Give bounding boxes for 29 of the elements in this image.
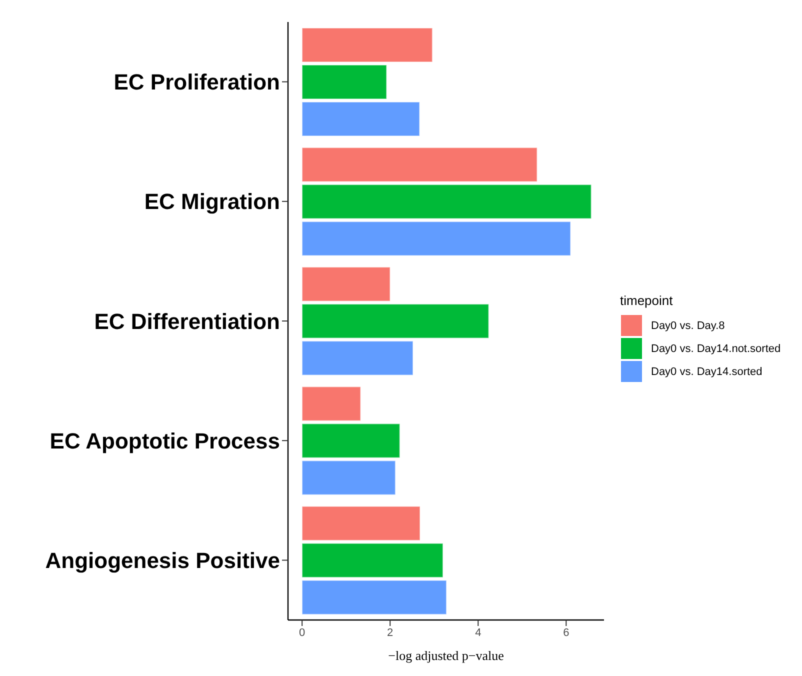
bar [302,386,362,422]
bar [302,27,433,62]
y-tick-label: EC Apoptotic Process [50,428,280,454]
x-tick-label: 2 [387,626,394,639]
bar [302,460,396,496]
legend-label: Day0 vs. Day14.not.sorted [651,342,781,354]
bar [302,64,388,100]
x-tick-label: 4 [475,626,482,639]
bar [302,506,421,541]
bar [302,221,572,256]
x-tick-label: 6 [563,626,570,639]
bar [302,304,490,339]
y-tick-label: EC Migration [144,189,280,214]
bar [302,184,592,220]
bar [302,580,447,615]
bar [302,147,538,182]
bar [302,266,391,302]
y-tick-label: EC Proliferation [114,70,280,95]
x-tick-label: 0 [299,626,306,639]
bar [302,101,420,136]
y-tick-label: EC Differentiation [94,308,280,334]
y-tick-label: Angiogenesis Positive [45,548,280,574]
legend-label: Day0 vs. Day14.sorted [651,366,762,378]
bar [302,542,444,578]
bar [302,423,400,458]
x-axis-title: −log adjusted p−value [388,648,504,663]
legend-title: timepoint [620,293,674,308]
bar [302,340,414,376]
legend-label: Day0 vs. Day.8 [651,320,725,332]
